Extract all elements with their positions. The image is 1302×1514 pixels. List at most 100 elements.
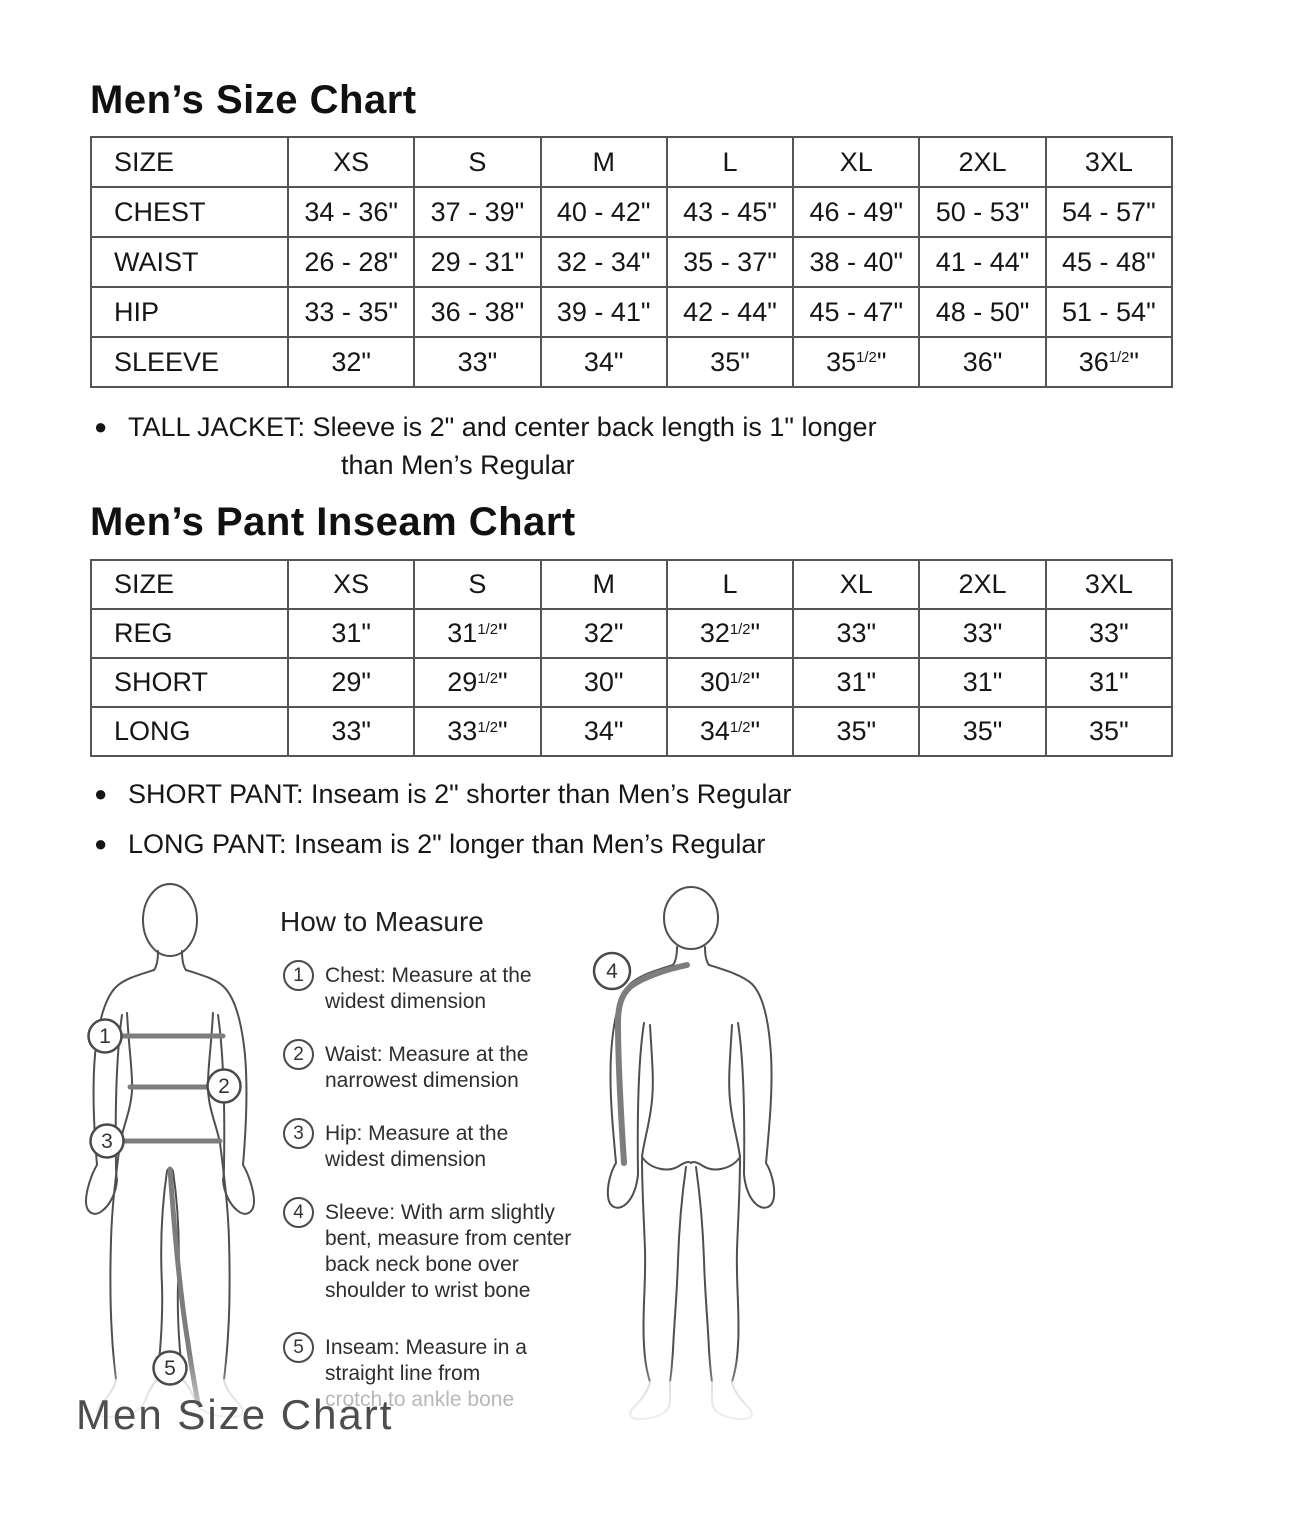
size-value-cell: 30" [539,657,668,708]
size-value-cell: 29 - 31" [413,236,542,288]
size-value-cell: 331/2" [413,706,542,757]
measure-instruction-text: Chest: Measure at the widest dimension [325,963,532,1015]
size-value-cell: 43 - 45" [665,186,795,238]
bullet-icon: ● [94,781,108,806]
size-value-cell: 45 - 48" [1044,236,1174,288]
sleeve-measure-line [614,962,690,1166]
size-column-header: M [539,559,668,610]
long-pant-note: ● LONG PANT: Inseam is 2" longer than Men… [94,829,765,860]
size-value-cell: 29" [286,657,416,708]
table-row: WAIST 26 - 28" 29 - 31" 32 - 34" 35 - 37" 38 … [90,236,1174,288]
size-value-cell: 40 - 42" [539,186,668,238]
svg-text:2: 2 [218,1075,230,1098]
size-column-header: 2XL [918,136,1047,188]
size-value-cell: 33" [413,336,542,388]
measure-instructions-list: 1 Chest: Measure at the widest dimension 2 W… [283,960,623,1440]
size-value-cell: 32" [539,608,668,659]
size-column-header: 3XL [1044,136,1174,188]
mens-size-chart-title: Men’s Size Chart [90,78,417,122]
front-figure-markers: 1 2 3 5 [87,1018,242,1386]
size-value-cell: 33" [286,706,416,757]
size-value-cell: 35" [918,706,1047,757]
size-value-cell: 341/2" [665,706,795,757]
size-value-cell: 34" [539,336,668,388]
bullet-icon: ● [94,414,108,439]
row-label: WAIST [90,236,289,288]
size-value-cell: 301/2" [665,657,795,708]
size-value-cell: 32 - 34" [539,236,668,288]
instruction-line: bent, measure from center [325,1227,572,1250]
measure-instruction-item: 5 Inseam: Measure in a straight line from c… [283,1332,623,1413]
size-value-cell: 38 - 40" [792,236,921,288]
size-column-header: S [413,559,542,610]
size-value-cell: 34" [539,706,668,757]
size-value-cell: 42 - 44" [665,286,795,338]
circled-number-4-icon [592,951,632,991]
header-row: SIZE XS S M L XL 2XL 3XL [90,559,1174,610]
instruction-line: shoulder to wrist bone [325,1279,531,1302]
table-row: SHORT 29" 291/2" 30" 301/2" 31" 31" 31" [90,657,1174,708]
bullet-icon: ● [94,831,108,856]
circled-number-icon: 1 [283,960,314,991]
size-value-cell: 46 - 49" [792,186,921,238]
instruction-line-faded: crotch to ankle bone [325,1388,515,1411]
how-to-measure-title: How to Measure [280,906,484,937]
circled-number-icon: 5 [283,1332,314,1363]
size-column-header: XL [792,136,921,188]
row-label: LONG [90,706,289,757]
size-value-cell: 35" [1044,706,1174,757]
size-column-header: 2XL [918,559,1047,610]
size-value-cell: 50 - 53" [918,186,1047,238]
size-column-header: 3XL [1044,559,1174,610]
instruction-line: Waist: Measure at the [325,1043,529,1066]
size-column-header: L [665,559,795,610]
instruction-line: narrowest dimension [325,1069,519,1092]
circled-number-3-icon [89,1123,125,1159]
measure-instruction-text: Sleeve: With arm slightly bent, measure f… [325,1200,571,1304]
instruction-line: Sleeve: With arm slightly [325,1201,555,1224]
circled-number-1-icon [87,1018,123,1054]
instruction-line: back neck bone over [325,1253,519,1276]
inseam-table: SIZE XS S M L XL 2XL 3XL REG 31" 311/2" 32" 321/2" 33… [90,559,1174,757]
size-value-cell: 33" [792,608,921,659]
size-column-header: XS [286,136,416,188]
measure-instruction-text: Hip: Measure at the widest dimension [325,1121,508,1173]
size-value-cell: 31" [286,608,416,659]
size-value-cell: 351/2" [792,336,921,388]
measure-instruction-item: 4 Sleeve: With arm slightly bent, measure … [283,1197,623,1304]
size-column-header: S [413,136,542,188]
table-row: SLEEVE 32" 33" 34" 35" 351/2" 36" 361/2" [90,336,1174,388]
svg-text:1: 1 [99,1025,111,1048]
row-label: CHEST [90,186,289,238]
instruction-line: Inseam: Measure in a [325,1336,527,1359]
back-body-figure: 4 [580,886,820,1445]
size-value-cell: 291/2" [413,657,542,708]
circled-number-2-icon [206,1068,242,1104]
tall-jacket-note-line1: TALL JACKET: Sleeve is 2" and center bac… [128,412,877,442]
circled-number-icon: 3 [283,1118,314,1149]
size-value-cell: 33" [1044,608,1174,659]
size-header-label: SIZE [90,136,289,188]
circled-number-icon: 2 [283,1039,314,1070]
measure-instruction-text: Waist: Measure at the narrowest dimension [325,1042,528,1094]
front-body-figure: 1 2 3 5 [70,883,300,1435]
back-figure-markers: 4 [592,951,632,991]
table-row: HIP 33 - 35" 36 - 38" 39 - 41" 42 - 44" 45 - … [90,286,1174,338]
mens-size-table: SIZE XS S M L XL 2XL 3XL CHEST 34 - 36" 37 - 39" 40… [90,136,1174,388]
size-value-cell: 51 - 54" [1044,286,1174,338]
size-value-cell: 31" [1044,657,1174,708]
circled-number-icon: 4 [283,1197,314,1228]
svg-text:3: 3 [101,1130,113,1153]
row-label: REG [90,608,289,659]
size-value-cell: 35" [665,336,795,388]
size-value-cell: 26 - 28" [286,236,416,288]
size-value-cell: 33" [918,608,1047,659]
size-value-cell: 37 - 39" [413,186,542,238]
size-header-label: SIZE [90,559,289,610]
size-column-header: L [665,136,795,188]
instruction-line: widest dimension [325,990,487,1013]
size-value-cell: 311/2" [413,608,542,659]
size-value-cell: 31" [792,657,921,708]
size-value-cell: 31" [918,657,1047,708]
